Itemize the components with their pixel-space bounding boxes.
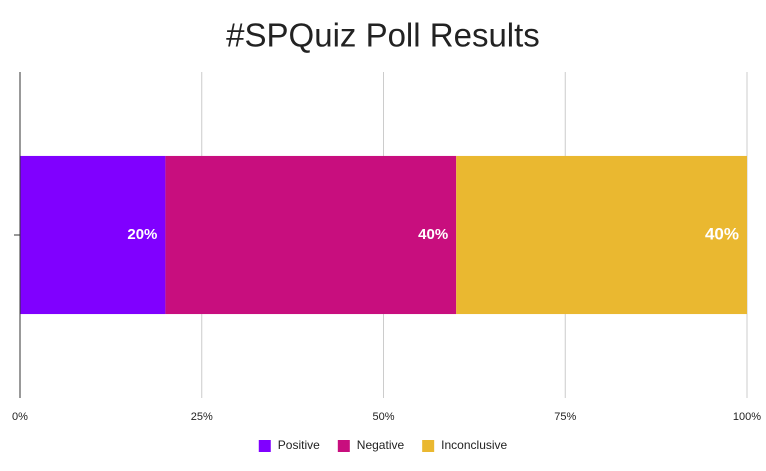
x-tick-label: 100% xyxy=(733,411,761,423)
value-label: 20% xyxy=(127,226,157,243)
legend-label: Negative xyxy=(357,438,405,452)
value-label: 40% xyxy=(418,226,448,243)
value-label: 40% xyxy=(705,224,739,243)
legend-swatch xyxy=(422,440,435,452)
chart-title: #SPQuiz Poll Results xyxy=(226,17,540,54)
x-tick-label: 50% xyxy=(372,411,394,423)
legend-label: Positive xyxy=(278,438,320,452)
bar-segment xyxy=(20,155,166,315)
bar-segment xyxy=(456,155,747,315)
bar-segment xyxy=(165,155,457,315)
x-tick-label: 0% xyxy=(12,411,28,423)
x-tick-label: 25% xyxy=(191,411,213,423)
x-tick-label: 75% xyxy=(554,411,576,423)
legend-swatch xyxy=(258,440,271,452)
legend-swatch xyxy=(337,440,350,452)
legend-label: Inconclusive xyxy=(441,438,507,452)
